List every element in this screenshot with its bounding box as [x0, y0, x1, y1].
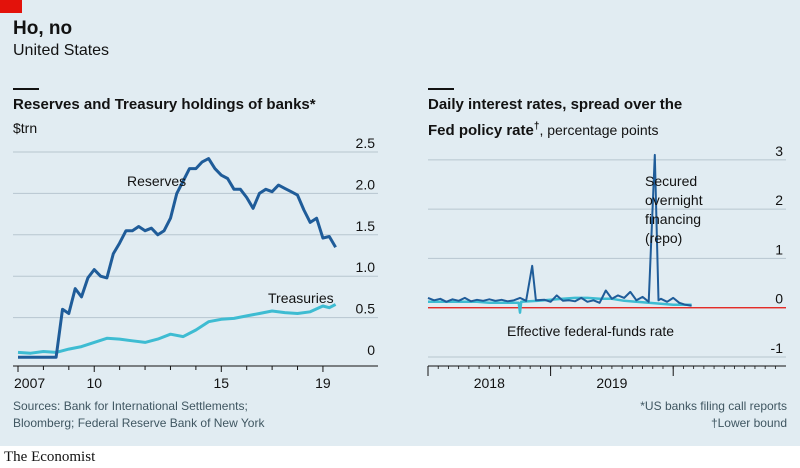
left-ytick-label: 0.5	[356, 301, 376, 317]
source-note: Sources: Bank for International Settleme…	[13, 398, 264, 432]
right-xtick-label: 2019	[596, 375, 627, 391]
effr-label: Effective federal-funds rate	[507, 323, 674, 339]
sofr-label-line: financing	[645, 211, 701, 227]
left-xtick-label: 2007	[14, 375, 45, 391]
brand-wordmark: The Economist	[4, 449, 96, 465]
left-ytick-label: 1.0	[356, 259, 376, 275]
left-chart-unit: $trn	[13, 120, 38, 136]
right-title-rule	[428, 88, 454, 90]
right-ytick-label: 2	[775, 192, 783, 208]
right-chart-title-bold: Fed policy rate	[428, 122, 534, 139]
sofr-label-line: overnight	[645, 192, 703, 208]
sofr-label-line: (repo)	[645, 230, 682, 246]
page-title: Ho, no	[13, 18, 73, 39]
sofr-series-line	[427, 153, 692, 307]
page-subtitle: United States	[13, 42, 110, 59]
left-xtick-label: 10	[86, 375, 102, 391]
right-chart-unit: , percentage points	[539, 122, 659, 138]
right-xtick-label: 2018	[474, 375, 505, 391]
left-ytick-label: 2.5	[356, 135, 376, 151]
footer-bar: The Economist	[0, 446, 800, 468]
left-xtick-label: 19	[315, 375, 331, 391]
source-line-2: Bloomberg; Federal Reserve Bank of New Y…	[13, 416, 265, 430]
footnote-1: *US banks filing call reports	[640, 399, 787, 413]
right-ytick-label: 3	[775, 143, 783, 159]
brand-red-tag	[0, 0, 22, 13]
right-ytick-label: -1	[771, 340, 784, 356]
left-title-rule	[13, 88, 39, 90]
right-ytick-label: 0	[775, 291, 783, 307]
reserves-series-line	[18, 157, 337, 359]
left-ytick-label: 2.0	[356, 176, 376, 192]
treasuries-series-line	[17, 303, 337, 355]
sofr-label-line: Secured	[645, 173, 697, 189]
left-ytick-label: 0	[367, 342, 375, 358]
footnotes: *US banks filing call reports †Lower bou…	[640, 398, 787, 432]
footnote-2: †Lower bound	[710, 416, 787, 430]
reserves-label: Reserves	[127, 173, 186, 189]
source-line-1: Sources: Bank for International Settleme…	[13, 399, 248, 413]
treasuries-label: Treasuries	[268, 290, 334, 306]
right-chart-title-dagger: †	[533, 121, 540, 132]
left-xtick-label: 15	[214, 375, 230, 391]
left-chart-title: Reserves and Treasury holdings of banks*	[13, 96, 316, 113]
left-ytick-label: 1.5	[356, 218, 376, 234]
right-chart-title-line1: Daily interest rates, spread over the	[428, 96, 683, 113]
right-ytick-label: 1	[775, 241, 783, 257]
right-chart-title: Daily interest rates, spread over the Fe…	[428, 94, 682, 142]
effr-series-line	[428, 296, 692, 314]
